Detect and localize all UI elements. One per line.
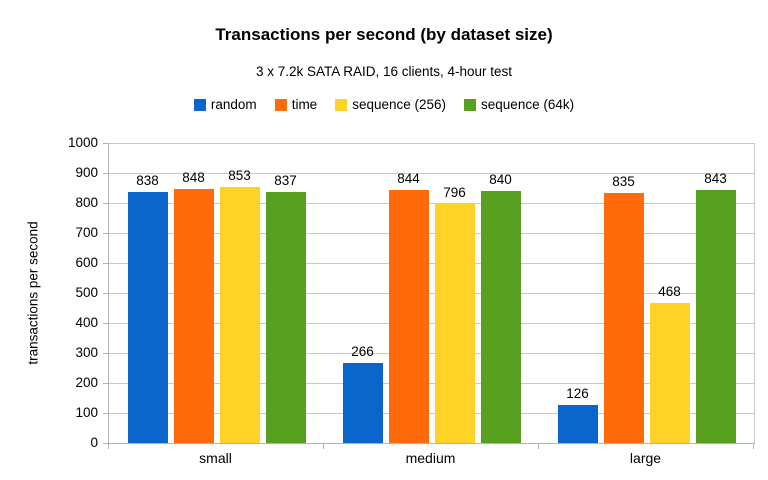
y-tick-label: 600 (75, 255, 98, 270)
bar-value-label: 266 (351, 344, 374, 360)
bar: 838 (127, 173, 168, 443)
gridline (109, 233, 754, 234)
legend: random time sequence (256) sequence (64k) (0, 97, 768, 112)
legend-item: random (193, 97, 257, 112)
bar-value-label: 796 (443, 185, 466, 201)
y-tick-label: 700 (75, 225, 98, 240)
y-tick-mark (103, 323, 108, 324)
bar: 840 (480, 172, 521, 443)
legend-color-swatch (464, 98, 477, 111)
x-tick-mark (538, 444, 539, 449)
x-tick-mark (753, 444, 754, 449)
y-tick-mark (103, 143, 108, 144)
bar-group: 838 848 853 837 (109, 143, 324, 443)
x-category-label: small (199, 450, 232, 466)
y-tick-label: 500 (75, 285, 98, 300)
x-category-label: medium (405, 450, 456, 466)
bar: 796 (434, 185, 475, 443)
legend-color-swatch (274, 98, 287, 111)
x-category-label: large (629, 450, 662, 466)
gridline (109, 263, 754, 264)
y-tick-mark (103, 383, 108, 384)
x-tick-mark (323, 444, 324, 449)
bar: 126 (557, 386, 598, 443)
y-tick-label: 900 (75, 165, 98, 180)
bar: 844 (388, 171, 429, 443)
legend-label: time (291, 97, 318, 112)
y-tick-mark (103, 413, 108, 414)
y-tick-mark (103, 203, 108, 204)
bar-value-label: 838 (136, 172, 159, 188)
y-tick-label: 0 (90, 435, 98, 450)
bar-value-label: 840 (489, 172, 512, 187)
legend-color-swatch (335, 98, 348, 111)
bar-value-label: 843 (704, 171, 727, 187)
gridline (109, 143, 754, 144)
plot-area: 838 848 853 837 266 844 796 840 126 835 468 843 (108, 143, 755, 444)
bar-value-label: 468 (658, 283, 681, 299)
chart-title: Transactions per second (by dataset size… (215, 25, 553, 44)
y-tick-mark (103, 233, 108, 234)
gridline (109, 353, 754, 354)
bar-value-label: 837 (274, 172, 297, 188)
bar-value-label: 844 (397, 170, 420, 186)
y-tick-label: 800 (75, 195, 98, 210)
legend-color-swatch (193, 98, 206, 111)
y-tick-label: 400 (75, 315, 98, 330)
gridline (109, 293, 754, 294)
gridline (109, 203, 754, 204)
gridline (109, 413, 754, 414)
legend-label: sequence (64k) (481, 97, 575, 112)
y-tick-label: 100 (75, 405, 98, 420)
y-tick-mark (103, 173, 108, 174)
bar: 468 (649, 284, 690, 443)
bar: 837 (265, 173, 306, 443)
y-tick-label: 200 (75, 375, 98, 390)
bar-value-label: 848 (182, 169, 205, 185)
bar: 835 (603, 174, 644, 443)
y-tick-mark (103, 353, 108, 354)
bar-group: 126 835 468 843 (539, 143, 754, 443)
legend-item: sequence (256) (335, 97, 446, 112)
gridline (109, 173, 754, 174)
y-tick-label: 1000 (67, 135, 98, 150)
bar-value-label: 853 (228, 168, 251, 184)
legend-item: time (274, 97, 318, 112)
y-tick-mark (103, 293, 108, 294)
bar: 853 (219, 168, 260, 443)
legend-label: sequence (256) (352, 97, 447, 112)
y-tick-mark (103, 443, 108, 444)
chart-subtitle: 3 x 7.2k SATA RAID, 16 clients, 4-hour t… (255, 64, 513, 79)
bar-group: 266 844 796 840 (324, 143, 539, 443)
bar: 266 (342, 344, 383, 443)
y-tick-label: 300 (75, 345, 98, 360)
legend-label: random (210, 97, 257, 112)
bar: 848 (173, 170, 214, 443)
bar-value-label: 126 (566, 386, 589, 402)
bar-value-label: 835 (612, 173, 635, 189)
x-tick-mark (108, 444, 109, 449)
gridline (109, 383, 754, 384)
bar: 843 (695, 171, 736, 443)
gridline (109, 323, 754, 324)
legend-item: sequence (64k) (464, 97, 574, 112)
y-tick-mark (103, 263, 108, 264)
